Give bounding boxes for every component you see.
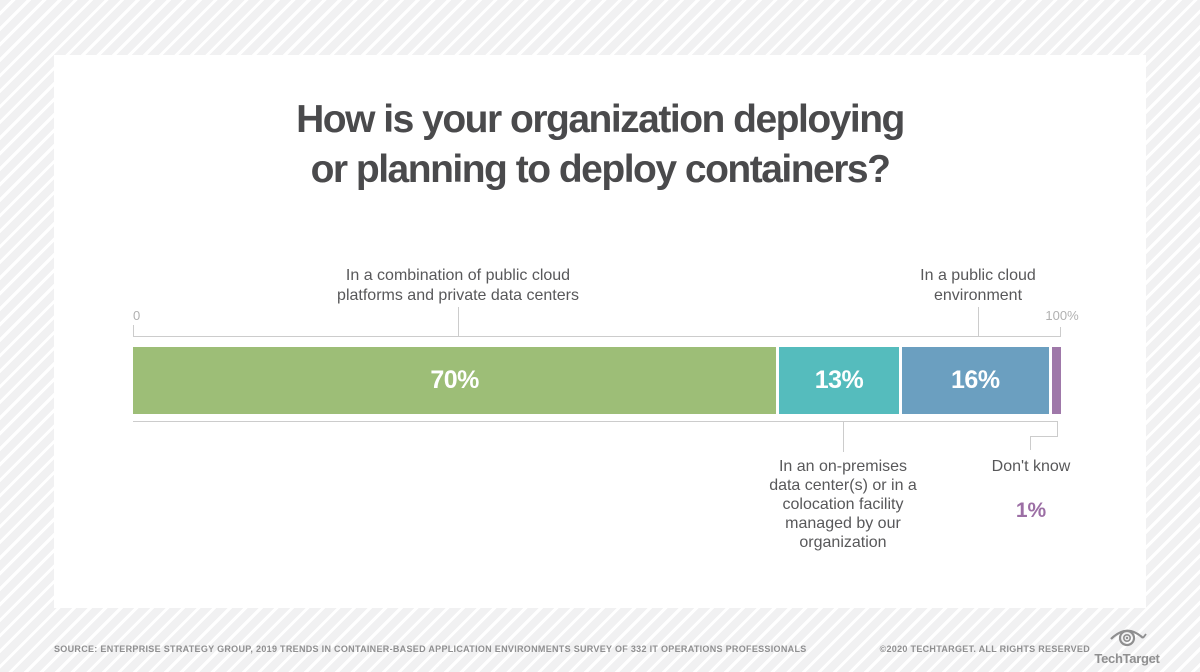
dont-know-value: 1% <box>1015 499 1047 522</box>
bar-segment-value: 70% <box>430 366 479 394</box>
axis-min-label: 0 <box>133 308 141 323</box>
chart-title: How is your organization deploying or pl… <box>54 95 1146 195</box>
bar-segment-value: 16% <box>951 366 1000 394</box>
chart-card: How is your organization deploying or pl… <box>54 55 1146 608</box>
leader-elbow-dontknow-v1 <box>1057 421 1058 437</box>
bar-segment-value: 13% <box>814 366 864 394</box>
bar-segment: 13% <box>779 347 899 414</box>
bar-segment <box>1051 347 1061 414</box>
techtarget-wordmark: TechTarget <box>1094 651 1160 666</box>
footer-copyright-text: ©2020 TECHTARGET. ALL RIGHTS RESERVED <box>879 644 1090 654</box>
chart-title-line1: How is your organization deploying <box>296 98 905 141</box>
axis-end-tick-right <box>1060 327 1061 336</box>
stacked-bar: 70% 13% 16% <box>133 347 1061 414</box>
leader-line-public-cloud <box>978 307 979 336</box>
eye-target-icon <box>1110 629 1147 647</box>
footer-source-text: SOURCE: ENTERPRISE STRATEGY GROUP, 2019 … <box>54 644 807 654</box>
axis-line <box>133 336 1061 337</box>
leader-elbow-dontknow-v2 <box>1030 436 1031 450</box>
axis-max-label: 100% <box>1045 308 1079 323</box>
label-onprem: In an on-premises data center(s) or in a… <box>769 458 917 551</box>
leader-line-onprem <box>843 421 844 452</box>
bar-segment: 16% <box>901 347 1049 414</box>
leader-line-combination <box>458 307 459 336</box>
label-public-cloud: In a public cloud environment <box>920 267 1036 304</box>
baseline <box>133 421 1058 422</box>
bar-segment: 70% <box>133 347 777 414</box>
axis-end-tick-left <box>133 325 134 336</box>
label-dont-know: Don't know <box>991 458 1071 475</box>
leader-elbow-dontknow-h <box>1030 436 1058 437</box>
label-combination-cloud: In a combination of public cloud platfor… <box>337 267 579 304</box>
techtarget-logo: TechTarget <box>1094 625 1160 665</box>
chart-title-line2: or planning to deploy containers? <box>310 148 891 191</box>
